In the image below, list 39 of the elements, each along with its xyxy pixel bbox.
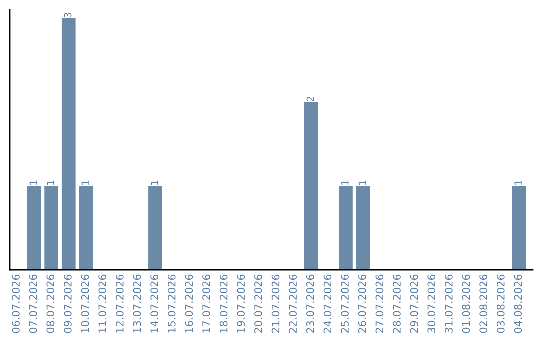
x-tick-label: 21.07.2026 [272,274,280,334]
x-tick-label: 03.08.2026 [496,274,505,334]
data-label: 1 [342,180,349,186]
x-tick-label: 24.07.2026 [324,274,332,334]
data-label: 1 [514,180,522,186]
x-tick-label: 22.07.2026 [289,274,298,334]
data-label: 1 [358,180,366,186]
x-tick-label: 15.07.2026 [168,274,176,333]
x-tick-label: 14.07.2026 [150,274,158,333]
x-tick-label: 01.08.2026 [462,274,470,334]
x-tick-label: 17.07.2026 [202,274,210,333]
data-label: 1 [82,180,89,186]
x-tick-label: 09.07.2026 [64,274,72,334]
x-tick-label: 11.07.2026 [98,274,107,333]
x-tick-label: 12.07.2026 [116,274,124,333]
x-tick-label: 19.07.2026 [237,274,246,333]
data-label: 1 [151,180,158,186]
x-tick-label: 28.07.2026 [393,274,401,334]
x-tick-label: 27.07.2026 [376,274,384,334]
data-label: 1 [47,180,54,186]
x-tick-label: 23.07.2026 [306,274,314,334]
x-tick-label: 25.07.2026 [341,274,349,334]
data-label: 2 [306,97,314,102]
x-tick-label: 13.07.2026 [133,274,142,333]
x-tick-label: 08.07.2026 [46,274,55,334]
x-tick-label: 04.08.2026 [514,274,522,334]
x-tick-label: 10.07.2026 [81,274,90,333]
x-tick-label: 02.08.2026 [480,274,488,334]
x-tick-label: 29.07.2026 [410,274,418,334]
x-tick-label: 20.07.2026 [254,274,262,334]
x-tick-label: 07.07.2026 [29,274,38,334]
x-tick-label: 18.07.2026 [220,274,228,333]
data-label: 1 [30,180,37,186]
x-tick-label: 06.07.2026 [12,274,20,334]
x-tick-label: 16.07.2026 [185,274,194,333]
x-tick-label: 31.07.2026 [445,274,453,334]
data-label: 3 [64,12,72,18]
x-tick-label: 30.07.2026 [428,274,436,334]
x-tick-label: 26.07.2026 [358,274,366,334]
